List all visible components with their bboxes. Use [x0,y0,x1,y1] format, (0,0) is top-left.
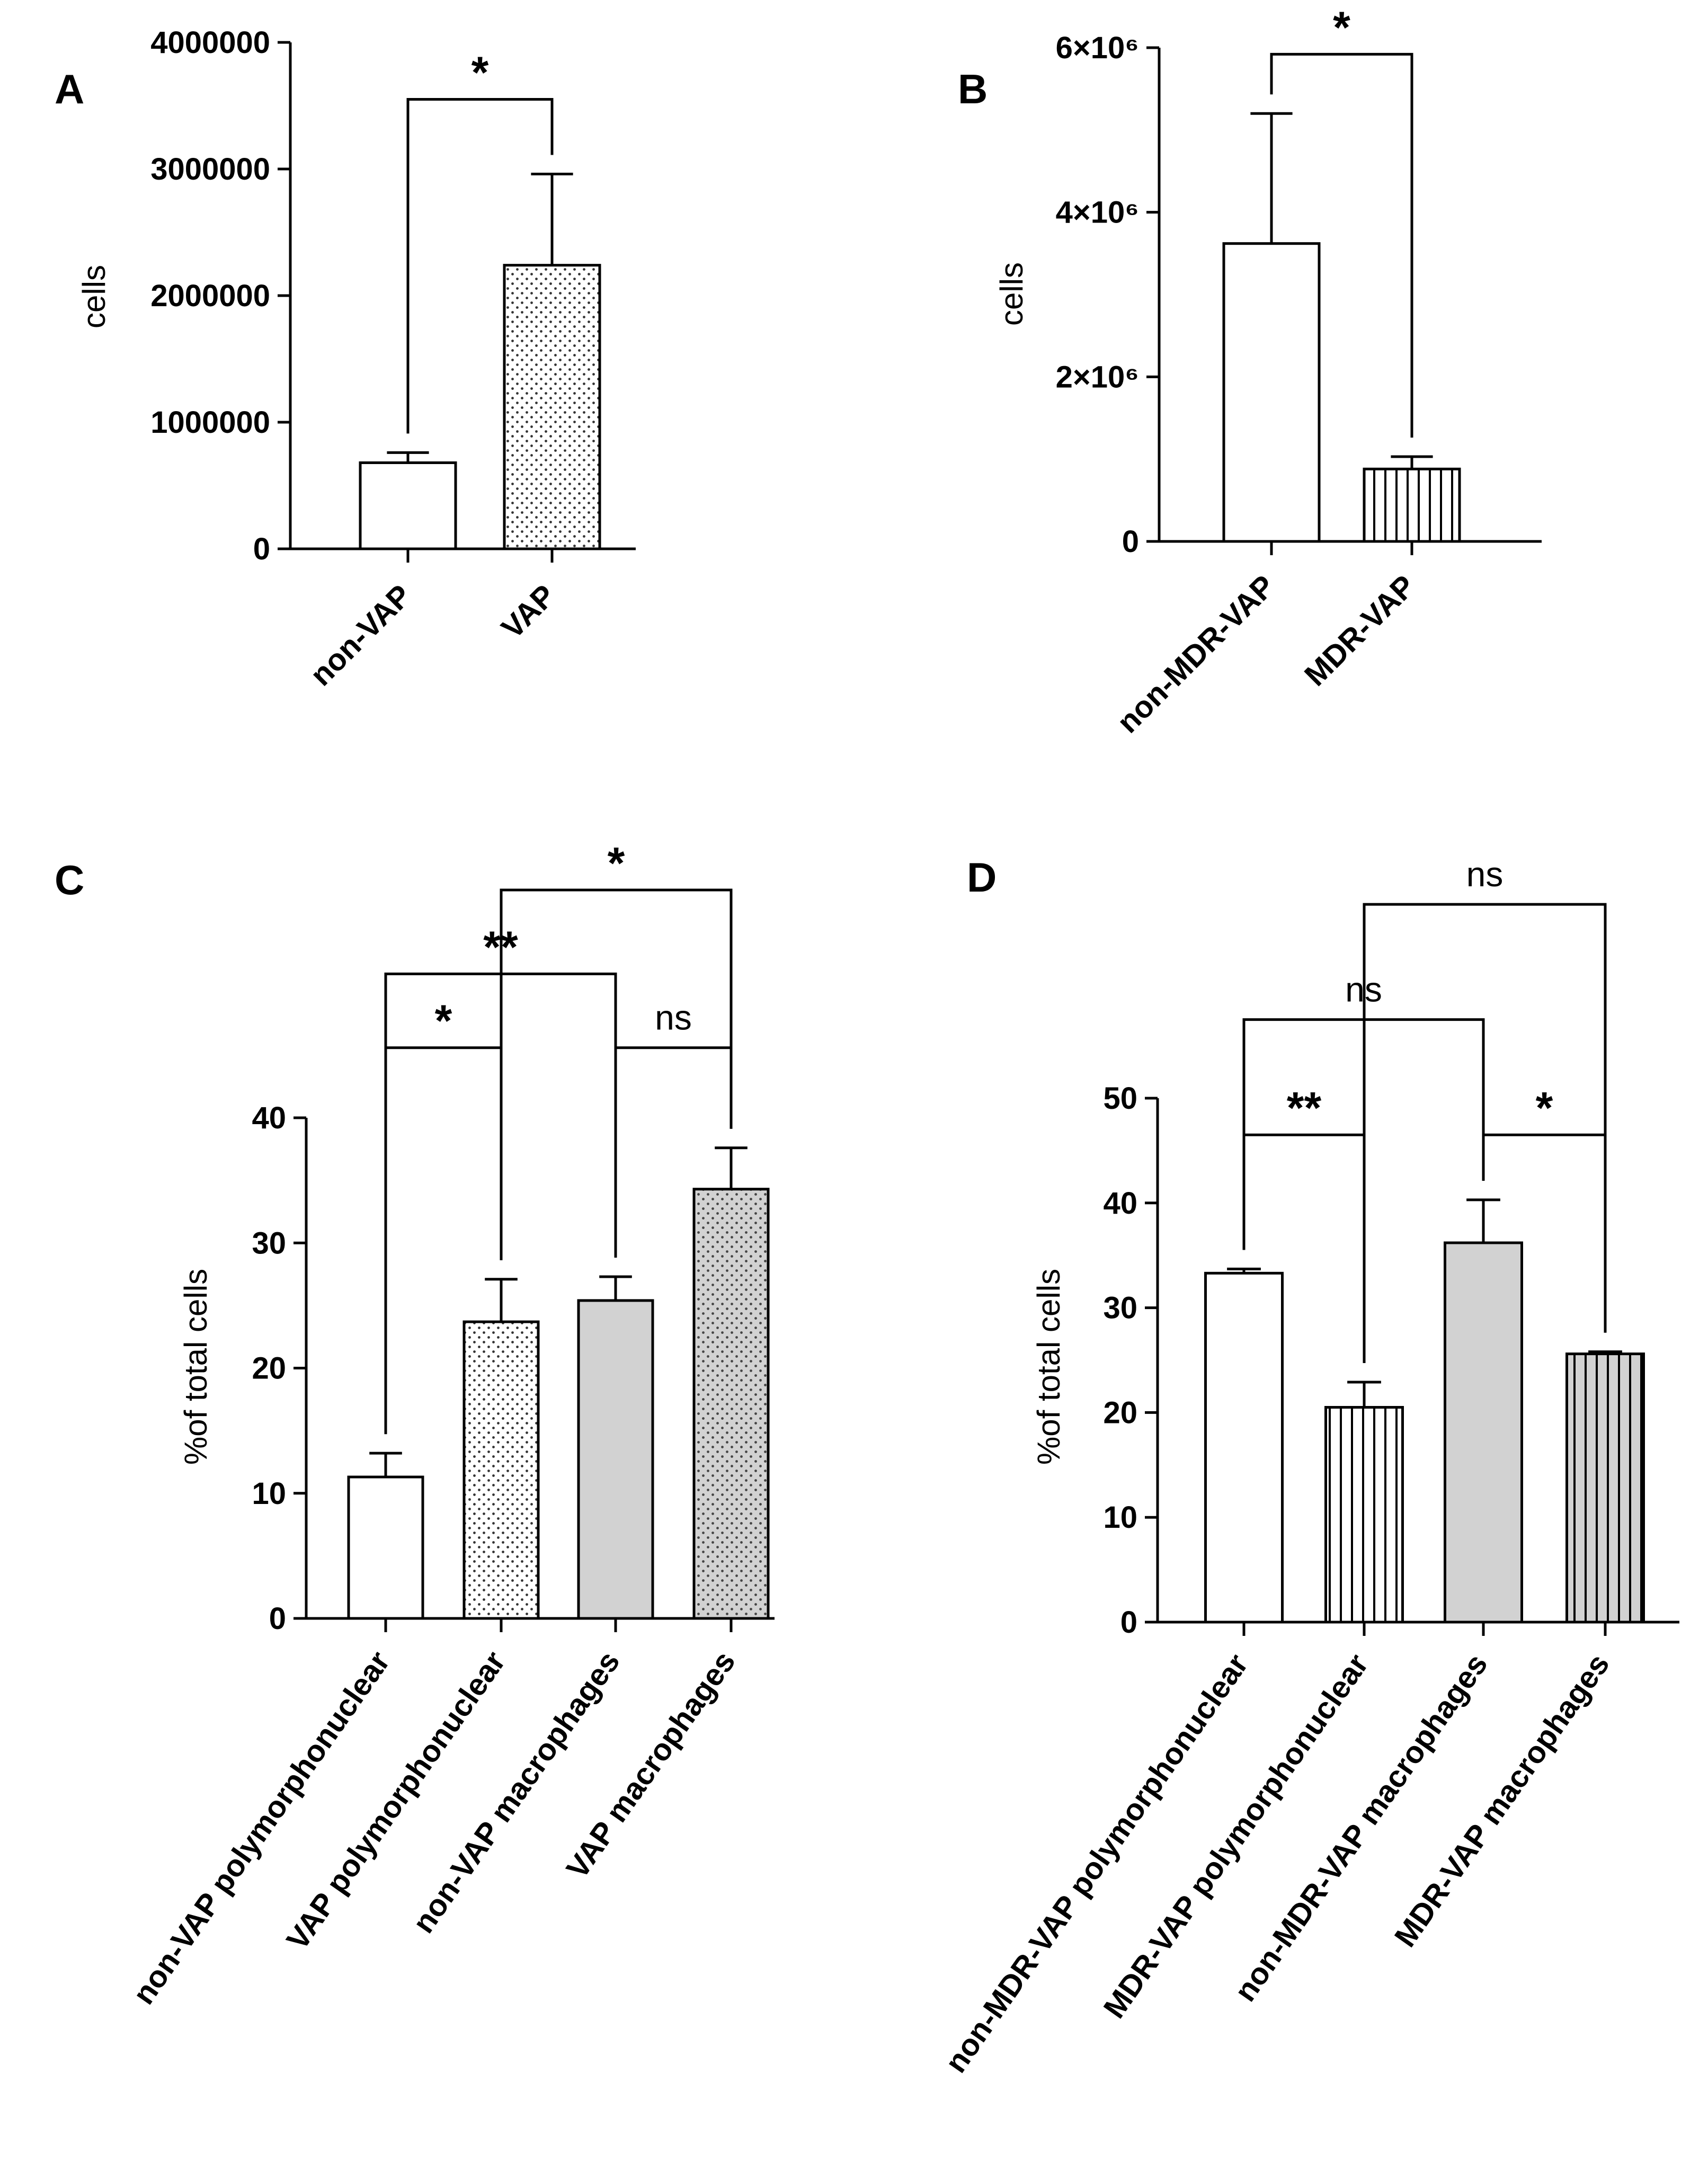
bar-vap-polymorphonuclear [462,1320,540,1620]
bar-mdr-vap-polymorphonuclear [1324,1406,1404,1624]
category-label: VAP [495,578,562,645]
significance-label: * [1536,1083,1553,1133]
y-tick-label: 6×10⁶ [1056,31,1139,65]
y-tick-label: 30 [252,1226,286,1260]
category-label: non-MDR-VAP macrophages [1228,1648,1494,2008]
category-label: MDR-VAP [1298,568,1422,692]
significance-bracket [1270,52,1413,438]
panel-letter-a: A [55,66,84,112]
significance-label: ** [1287,1083,1322,1133]
significance-label: * [608,838,625,888]
category-label: non-MDR-VAP [1110,568,1282,740]
bar-non-vap-macrophages [577,1299,654,1620]
bar-vap [503,264,601,550]
y-tick-label: 1000000 [150,405,270,440]
category-label: VAP polymorphonuclear [280,1645,512,1956]
y-tick-label: 3000000 [150,152,270,186]
y-axis-label: cells [994,262,1029,326]
significance-bracket [1363,903,1607,1364]
category-label: MDR-VAP macrophages [1388,1648,1616,1953]
bar-non-mdr-vap-polymorphonuclear [1204,1271,1284,1624]
y-tick-label: 40 [1103,1186,1137,1221]
panel-letter-d: D [967,854,997,901]
y-tick-label: 0 [1120,1605,1137,1640]
panel-letter-c: C [55,857,84,903]
y-tick-label: 0 [253,532,270,566]
bar-vap-macrophages [692,1188,770,1620]
y-tick-label: 2000000 [150,279,270,313]
y-axis-label: %of total cells [178,1269,213,1465]
y-tick-label: 10 [1103,1500,1137,1535]
significance-label: * [472,48,489,97]
bar-mdr-vap-macrophages [1565,1352,1645,1624]
y-tick-label: 4000000 [150,25,270,60]
category-label: MDR-VAP polymorphonuclear [1097,1648,1375,2024]
y-tick-label: 0 [1122,524,1139,559]
category-label: non-VAP macrophages [406,1645,626,1939]
y-tick-label: 0 [269,1601,286,1636]
y-tick-label: 10 [252,1476,286,1511]
panel-letter-b: B [958,66,988,112]
category-label: non-VAP [304,578,418,692]
y-tick-label: 20 [252,1351,286,1386]
panel-b-chart: 0 2×10⁶ 4×10⁶ 6×10⁶ cells non-MDR-VAP MDR-VAP * [994,2,1542,740]
y-tick-label: 2×10⁶ [1056,360,1139,394]
y-tick-label: 30 [1103,1291,1137,1325]
y-tick-label: 50 [1103,1081,1137,1116]
y-tick-label: 4×10⁶ [1056,195,1139,230]
bar-non-vap [359,461,457,550]
significance-bracket [500,888,733,1260]
y-tick-label: 40 [252,1101,286,1135]
significance-bracket [406,98,554,434]
y-axis-label: %of total cells [1031,1269,1066,1465]
bar-non-mdr-vap-macrophages [1444,1241,1523,1624]
significance-label: * [1333,2,1350,52]
panel-letters: A B C D [55,66,997,903]
bar-mdr-vap [1363,467,1461,543]
panel-a-chart: 0 1000000 2000000 3000000 4000000 cells non-VA… [76,25,636,692]
significance-label: ns [1466,854,1504,894]
y-tick-label: 20 [1103,1395,1137,1430]
bar-non-mdr-vap [1222,242,1321,543]
significance-label: * [435,996,452,1046]
bar-non-vap-polymorphonuclear [347,1475,424,1620]
y-axis-label: cells [76,265,112,328]
significance-label: ns [655,998,692,1037]
